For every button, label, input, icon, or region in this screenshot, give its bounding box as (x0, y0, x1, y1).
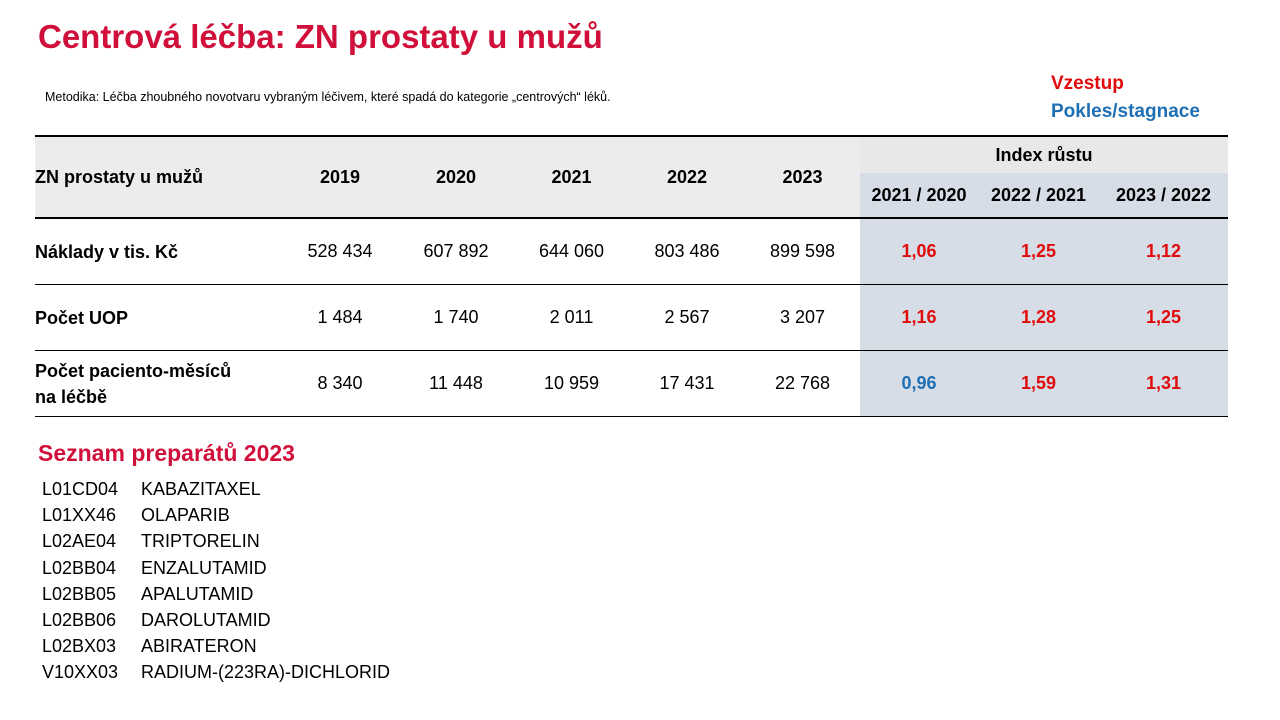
list-item: L01XX46 OLAPARIB (42, 502, 390, 528)
drug-list: L01CD04 KABAZITAXEL L01XX46 OLAPARIB L02AE… (42, 476, 390, 686)
index-cell: 1,12 (1099, 218, 1229, 285)
atc-code: L01CD04 (42, 479, 119, 499)
list-item: L02BB05 APALUTAMID (42, 581, 390, 607)
legend: Vzestup Pokles/stagnace (1051, 70, 1200, 126)
table-cell: 10 959 (514, 350, 629, 417)
index-cell: 1,25 (1099, 284, 1229, 351)
page-title: Centrová léčba: ZN prostaty u mužů (38, 18, 603, 55)
drug-name: OLAPARIB (141, 505, 230, 526)
year-header: 2023 (745, 136, 860, 219)
row-label: Počet paciento-měsíců na léčbě (35, 350, 282, 417)
drug-name: RADIUM-(223RA)-DICHLORID (141, 662, 391, 683)
table-header-row: ZN prostaty u mužů 2019 2020 2021 2022 2… (35, 136, 1229, 219)
drug-name: TRIPTORELIN (141, 531, 260, 552)
index-cell: 0,96 (860, 350, 978, 417)
index-cell: 1,06 (860, 218, 978, 285)
drug-name: APALUTAMID (141, 583, 254, 604)
list-item: L02BB04 ENZALUTAMID (42, 555, 390, 581)
index-column-header: 2023 / 2022 (1099, 173, 1229, 219)
table-cell: 1 740 (398, 284, 514, 351)
table-cell: 607 892 (398, 218, 514, 285)
index-cell: 1,25 (978, 218, 1099, 285)
methodology-note: Metodika: Léčba zhoubného novotvaru vybr… (45, 90, 611, 104)
year-header: 2020 (398, 136, 514, 219)
table-cell: 2 567 (629, 284, 745, 351)
legend-increase: Vzestup (1051, 73, 1124, 94)
data-table: ZN prostaty u mužů 2019 2020 2021 2022 2… (35, 135, 1229, 417)
list-item: L02BB06 DAROLUTAMID (42, 607, 390, 633)
index-cell: 1,28 (978, 284, 1099, 351)
drug-name: KABAZITAXEL (141, 479, 261, 499)
atc-code: L02BB06 (42, 609, 117, 630)
index-cell: 1,59 (978, 350, 1099, 417)
table-cell: 1 484 (282, 284, 398, 351)
index-column-header: 2022 / 2021 (978, 173, 1099, 219)
drug-name: ENZALUTAMID (141, 557, 267, 578)
index-header: Index růstu (860, 136, 1229, 173)
table-cell: 22 768 (745, 350, 860, 417)
row-label: Náklady v tis. Kč (35, 218, 282, 285)
table-cell: 528 434 (282, 218, 398, 285)
table-cell: 11 448 (398, 350, 514, 417)
index-cell: 1,31 (1099, 350, 1229, 417)
index-subheader-row: 2021 / 2020 2022 / 2021 2023 / 2022 (35, 173, 1229, 219)
atc-code: L01XX46 (42, 505, 117, 526)
index-cell: 1,16 (860, 284, 978, 351)
table-cell: 899 598 (745, 218, 860, 285)
drug-list-title: Seznam preparátů 2023 (38, 440, 295, 466)
year-header: 2021 (514, 136, 629, 219)
table-cell: 2 011 (514, 284, 629, 351)
atc-code: L02BX03 (42, 636, 117, 657)
row-label: Počet UOP (35, 284, 282, 351)
drug-name: ABIRATERON (141, 636, 257, 657)
drug-name: DAROLUTAMID (141, 609, 271, 630)
atc-code: L02BB05 (42, 583, 117, 604)
table-cell: 644 060 (514, 218, 629, 285)
list-item: L02AE04 TRIPTORELIN (42, 528, 390, 554)
atc-code: L02BB04 (42, 557, 117, 578)
atc-code: L02AE04 (42, 531, 117, 552)
table-cell: 3 207 (745, 284, 860, 351)
atc-code: V10XX03 (42, 662, 119, 683)
table-cell: 8 340 (282, 350, 398, 417)
legend-decrease: Pokles/stagnace (1051, 101, 1200, 122)
index-column-header: 2021 / 2020 (860, 173, 978, 219)
year-header: 2022 (629, 136, 745, 219)
table-cell: 17 431 (629, 350, 745, 417)
row-header: ZN prostaty u mužů (35, 136, 282, 219)
table-row: Počet paciento-měsíců na léčbě 8 340 11 … (35, 350, 1229, 417)
year-header: 2019 (282, 136, 398, 219)
list-item: V10XX03 RADIUM-(223RA)-DICHLORID (42, 659, 390, 685)
list-item: L02BX03 ABIRATERON (42, 633, 390, 659)
table-row: Počet UOP 1 484 1 740 2 011 2 567 3 207 … (35, 284, 1229, 351)
list-item: L01CD04 KABAZITAXEL (42, 476, 390, 502)
table-cell: 803 486 (629, 218, 745, 285)
table-row: Náklady v tis. Kč 528 434 607 892 644 06… (35, 218, 1229, 285)
